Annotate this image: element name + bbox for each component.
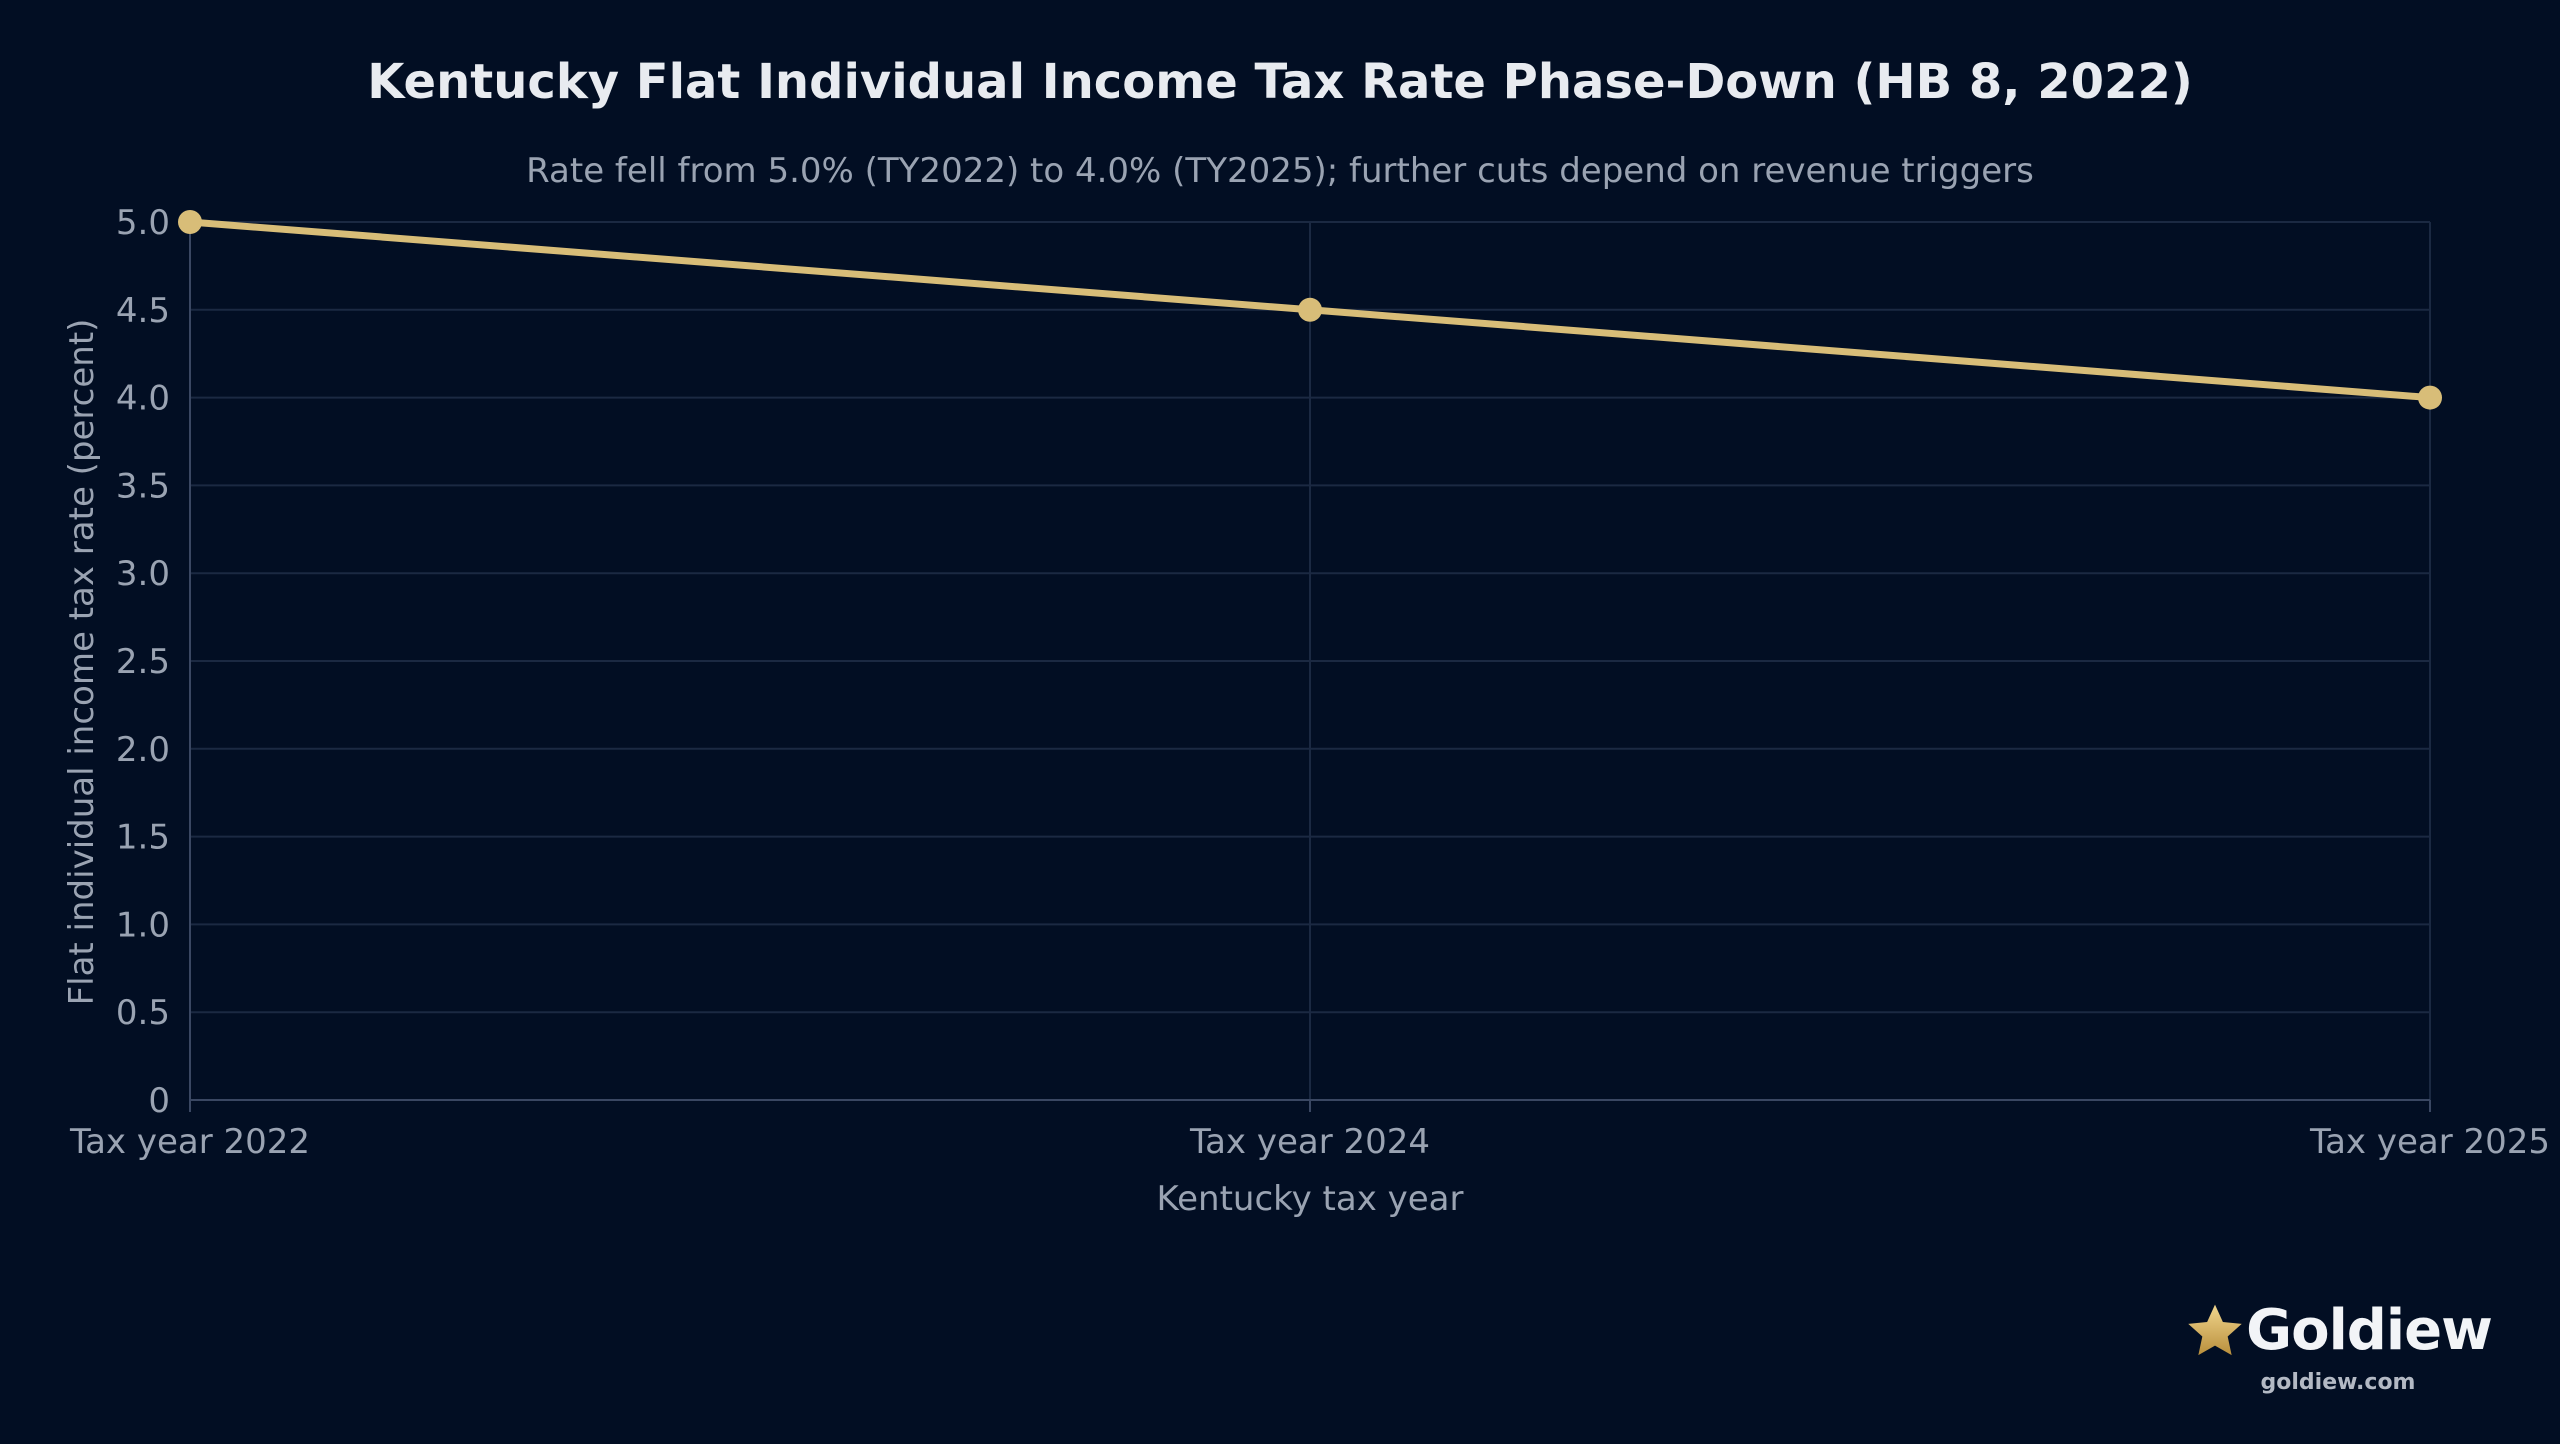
brand-logo: Goldiew goldiew.com	[2178, 1300, 2498, 1395]
chart-subtitle: Rate fell from 5.0% (TY2022) to 4.0% (TY…	[526, 151, 2034, 191]
data-point	[178, 210, 202, 234]
y-tick-label: 2.5	[116, 642, 170, 682]
star-icon	[2188, 1304, 2242, 1356]
y-tick-label: 5.0	[116, 203, 170, 243]
x-tick-label: Tax year 2024	[1189, 1122, 1430, 1162]
y-tick-label: 2.0	[116, 730, 170, 770]
data-point	[2418, 385, 2442, 410]
series-layer	[178, 210, 2442, 410]
y-axis-title: Flat individual income tax rate (percent…	[62, 319, 102, 1006]
gridlines	[189, 221, 2431, 1101]
data-point	[1298, 297, 1322, 322]
y-tick-label: 0.5	[116, 993, 170, 1033]
brand-url: goldiew.com	[2260, 1370, 2416, 1395]
brand-name: Goldiew	[2246, 1298, 2493, 1363]
x-tick-label: Tax year 2025	[2309, 1122, 2550, 1162]
x-axis-title: Kentucky tax year	[1157, 1179, 1464, 1219]
x-tick-label: Tax year 2022	[69, 1122, 310, 1162]
y-tick-label: 4.5	[116, 291, 170, 331]
y-tick-label: 3.0	[116, 554, 170, 594]
y-tick-label: 3.5	[116, 466, 170, 506]
axes: 0 0.5 1.0 1.5 2.0 2.5 3.0 3.5 4.0 4.5 5.0 Tax year …	[69, 203, 2550, 1162]
y-tick-label: 1.5	[116, 818, 170, 858]
chart-title: Kentucky Flat Individual Income Tax Rate…	[367, 54, 2193, 110]
y-tick-label: 4.0	[116, 379, 170, 419]
y-tick-label: 1.0	[116, 905, 170, 945]
y-tick-label: 0	[148, 1081, 170, 1121]
